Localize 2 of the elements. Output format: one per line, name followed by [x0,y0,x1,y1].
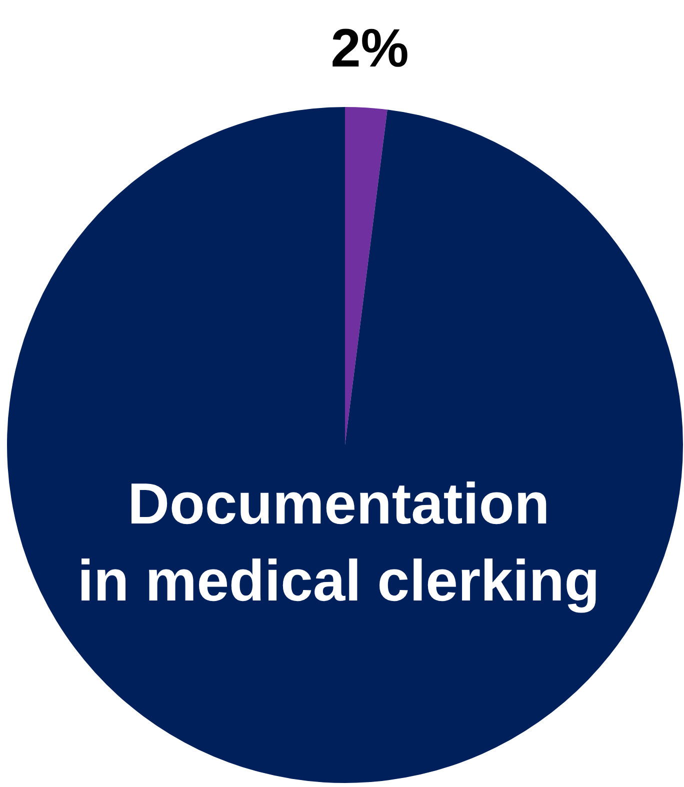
slice-label: Documentation in medical clerking [78,472,600,614]
data-label: 2% [330,18,409,79]
